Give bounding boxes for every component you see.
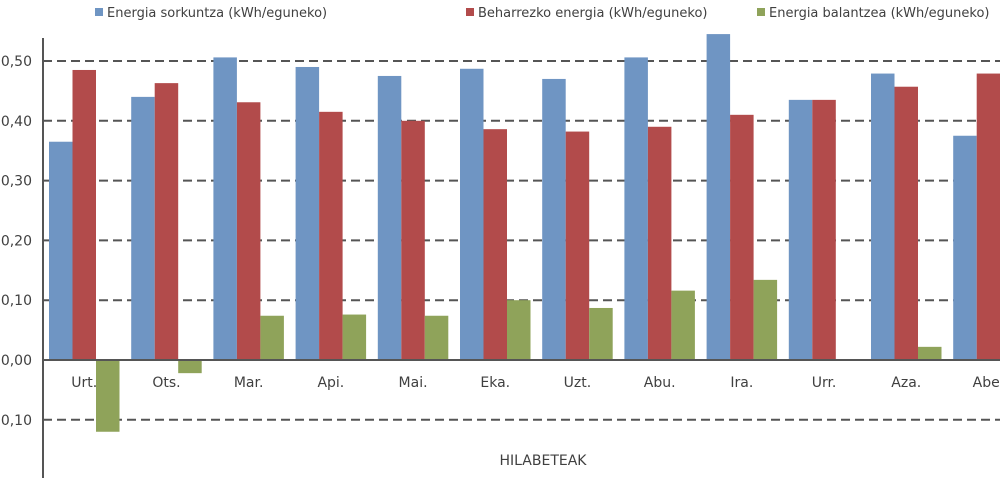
bar-3-9	[753, 279, 778, 360]
bar-3-6	[507, 300, 531, 360]
category-label-12: Abe.	[973, 375, 1000, 391]
bar-1-12	[953, 135, 977, 360]
y-tick-labels: 0,10 0,00 0,10 0,20 0,30 0,40 0,50	[1, 54, 32, 429]
bar-3-1	[96, 360, 120, 432]
bar-2-5	[401, 120, 425, 360]
bar-2-11	[894, 86, 918, 361]
bar-1-7	[542, 78, 566, 360]
bar-3-8	[671, 290, 695, 360]
category-label-11: Aza.	[891, 375, 921, 391]
bar-2-6	[483, 129, 507, 360]
bar-1-4	[295, 66, 320, 360]
category-label-9: Ira.	[730, 375, 753, 391]
bar-3-4	[342, 314, 367, 360]
y-tick-label-2: 0,10	[1, 293, 32, 309]
bar-1-6	[460, 68, 484, 361]
chart-legend: Energia sorkuntza (kWh/eguneko) Beharrezk…	[95, 6, 989, 21]
bar-3-3	[260, 315, 284, 360]
bar-1-10	[788, 99, 813, 361]
bar-1-5	[377, 75, 402, 360]
category-labels: Urt. Ots. Mar. Api. Mai. Eka. Uzt. Abu. Ira. Urr.…	[71, 375, 1000, 391]
category-label-5: Mai.	[399, 375, 428, 391]
legend-swatch-2	[466, 8, 474, 16]
bar-3-5	[424, 315, 449, 360]
category-label-2: Ots.	[152, 375, 180, 391]
bar-1-3	[213, 57, 237, 361]
y-tick-label-0: 0,10	[1, 413, 32, 429]
legend-item-1: Energia sorkuntza (kWh/eguneko)	[95, 6, 327, 21]
bar-series	[49, 34, 1000, 432]
legend-label-2: Beharrezko energia (kWh/eguneko)	[478, 6, 707, 21]
y-axis	[42, 38, 1000, 478]
legend-label-3: Energia balantzea (kWh/eguneko)	[769, 6, 989, 21]
bar-2-8	[647, 126, 672, 360]
category-label-10: Urr.	[812, 375, 837, 391]
bar-3-2	[178, 360, 202, 374]
y-tick-label-3: 0,20	[1, 233, 32, 249]
bar-1-8	[624, 57, 648, 361]
bar-2-9	[730, 114, 754, 360]
bar-2-7	[565, 131, 590, 360]
bar-2-10	[812, 99, 836, 361]
y-tick-label-6: 0,50	[1, 54, 32, 70]
bar-1-9	[706, 34, 731, 361]
bar-1-11	[871, 73, 895, 361]
bar-2-12	[976, 73, 1000, 361]
y-tick-label-4: 0,30	[1, 174, 32, 190]
y-tick-label-1: 0,00	[1, 353, 32, 369]
bar-2-4	[319, 111, 343, 360]
legend-swatch-3	[757, 8, 765, 16]
bar-1-2	[131, 96, 155, 360]
legend-item-3: Energia balantzea (kWh/eguneko)	[757, 6, 989, 21]
bar-2-1	[72, 69, 96, 360]
category-label-4: Api.	[317, 375, 344, 391]
category-label-1: Urt.	[71, 375, 97, 391]
category-label-8: Abu.	[644, 375, 676, 391]
y-tick-label-5: 0,40	[1, 114, 32, 130]
category-label-6: Eka.	[480, 375, 510, 391]
legend-swatch-1	[95, 8, 103, 16]
bar-1-1	[49, 141, 73, 360]
category-label-7: Uzt.	[564, 375, 592, 391]
bar-2-3	[236, 102, 261, 361]
bar-3-11	[918, 346, 942, 360]
bar-2-2	[154, 83, 179, 360]
legend-item-2: Beharrezko energia (kWh/eguneko)	[466, 6, 707, 21]
bar-3-7	[589, 307, 613, 360]
legend-label-1: Energia sorkuntza (kWh/eguneko)	[107, 6, 327, 21]
x-axis-title: HILABETEAK	[500, 453, 588, 469]
category-label-3: Mar.	[234, 375, 264, 391]
